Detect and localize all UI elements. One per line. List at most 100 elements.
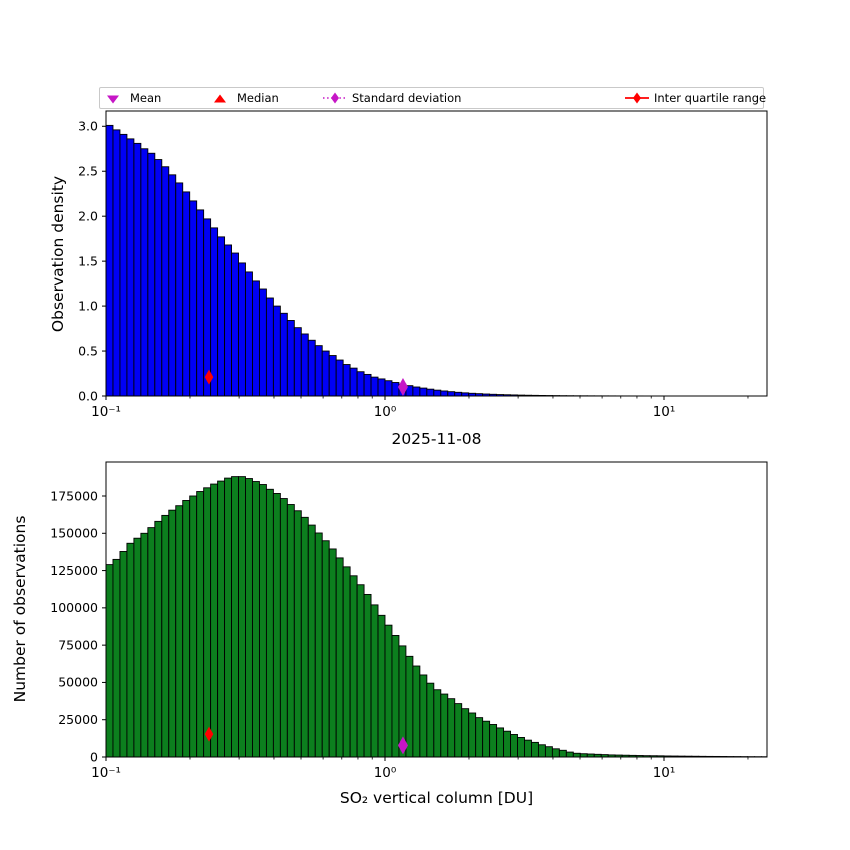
histogram-bar bbox=[286, 504, 295, 758]
y-tick-label: 0.0 bbox=[78, 388, 98, 403]
axes-frame bbox=[105, 461, 768, 758]
y-tick-label: 0 bbox=[90, 749, 98, 764]
histogram-bar bbox=[231, 252, 239, 397]
histogram-bar bbox=[517, 394, 525, 397]
histogram-bar bbox=[496, 727, 505, 758]
histogram-bar bbox=[496, 394, 505, 397]
legend-label-standard-deviation: Standard deviation bbox=[352, 91, 462, 105]
histogram-bar bbox=[168, 174, 177, 397]
histogram-bar bbox=[112, 129, 121, 397]
y-tick-label: 50000 bbox=[58, 675, 98, 690]
histogram-bar bbox=[238, 476, 246, 758]
iqr-diamond-icon bbox=[625, 92, 649, 104]
histogram-bar bbox=[475, 717, 484, 758]
histogram-bar bbox=[384, 624, 393, 758]
histogram-bar bbox=[426, 682, 435, 758]
histogram-bar bbox=[321, 540, 330, 758]
histogram-bar bbox=[531, 741, 539, 758]
histogram-bar bbox=[614, 754, 623, 758]
histogram-bar bbox=[482, 393, 491, 397]
histogram-bar bbox=[370, 376, 379, 397]
histogram-bar bbox=[126, 542, 135, 758]
histogram-bar bbox=[691, 755, 700, 758]
histogram-bar bbox=[468, 392, 477, 397]
histogram-bar bbox=[600, 754, 609, 758]
histogram-bar bbox=[210, 483, 219, 758]
histogram-bar bbox=[217, 236, 226, 397]
histogram-bar bbox=[293, 510, 302, 758]
y-tick-label: 100000 bbox=[50, 600, 98, 615]
histogram-bar bbox=[628, 754, 637, 758]
axes-frame bbox=[105, 110, 768, 397]
histogram-bar bbox=[489, 724, 498, 758]
y-tick-label: 0.5 bbox=[78, 343, 98, 358]
histogram-bar bbox=[705, 755, 714, 758]
histogram-bar bbox=[161, 514, 170, 758]
legend-item-median: Median bbox=[207, 87, 279, 109]
histogram-bar bbox=[328, 355, 337, 397]
histogram-bar bbox=[447, 391, 456, 397]
histogram-bar bbox=[203, 487, 212, 758]
histogram-bar bbox=[517, 737, 525, 758]
histogram-bar bbox=[224, 477, 232, 758]
legend-label-mean: Mean bbox=[130, 91, 162, 105]
histogram-bar bbox=[712, 755, 721, 758]
median-triangle-up-icon bbox=[214, 94, 226, 103]
histogram-bar bbox=[203, 218, 212, 397]
histogram-bar bbox=[175, 182, 184, 397]
histogram-bar bbox=[454, 391, 463, 397]
histogram-bar bbox=[558, 749, 567, 758]
median-iqr-marker bbox=[204, 369, 214, 385]
legend-label-inter-quartile-range: Inter quartile range bbox=[654, 91, 767, 105]
histogram-bar bbox=[363, 593, 372, 758]
histogram-bar bbox=[391, 382, 400, 397]
histogram-bar bbox=[447, 698, 456, 758]
histogram-bar bbox=[245, 478, 253, 758]
histogram-bar bbox=[147, 527, 156, 758]
histogram-bar bbox=[461, 708, 470, 758]
legend-item-inter-quartile-range: Inter quartile range bbox=[624, 87, 766, 109]
histogram-bar bbox=[119, 133, 128, 397]
histogram-bar bbox=[649, 755, 658, 758]
histogram-bar bbox=[537, 744, 546, 758]
histogram-bar bbox=[405, 385, 414, 397]
histogram-bar bbox=[265, 488, 274, 758]
histogram-bar bbox=[503, 730, 511, 758]
histogram-bar bbox=[279, 312, 288, 397]
histogram-bar bbox=[133, 537, 142, 758]
histogram-bar bbox=[565, 751, 574, 758]
histogram-bar bbox=[182, 191, 191, 397]
histogram-bar bbox=[231, 476, 239, 758]
legend-label-median: Median bbox=[237, 91, 279, 105]
histogram-bar bbox=[384, 380, 393, 397]
histogram-bar bbox=[719, 756, 728, 758]
bottom-x-axis-label: SO₂ vertical column [DU] bbox=[339, 789, 534, 807]
y-tick-label: 150000 bbox=[50, 526, 98, 541]
histogram-bar bbox=[363, 373, 372, 397]
histogram-bar bbox=[293, 327, 302, 397]
histogram-bar bbox=[377, 378, 386, 397]
histogram-bar bbox=[133, 142, 142, 397]
histogram-bar bbox=[503, 394, 511, 397]
histogram-bar bbox=[154, 520, 163, 758]
histogram-bar bbox=[454, 703, 463, 758]
y-tick-label: 1.0 bbox=[78, 298, 98, 313]
x-tick-label: 10⁰ bbox=[374, 765, 397, 781]
histogram-bar bbox=[524, 739, 532, 758]
histogram-bar bbox=[105, 564, 114, 758]
histogram-bar bbox=[335, 359, 344, 397]
histogram-bar bbox=[551, 748, 560, 758]
median-iqr-marker bbox=[204, 726, 214, 742]
y-tick-label: 3.0 bbox=[78, 119, 98, 134]
histogram-bar bbox=[252, 280, 260, 397]
x-tick-label: 10⁻¹ bbox=[91, 404, 121, 420]
histogram-bar bbox=[342, 364, 351, 397]
histogram-bar bbox=[607, 754, 616, 758]
histogram-bar bbox=[426, 388, 435, 397]
top-y-axis-label: Observation density bbox=[49, 175, 67, 333]
histogram-bar bbox=[300, 333, 309, 397]
histogram-bar bbox=[182, 500, 191, 758]
